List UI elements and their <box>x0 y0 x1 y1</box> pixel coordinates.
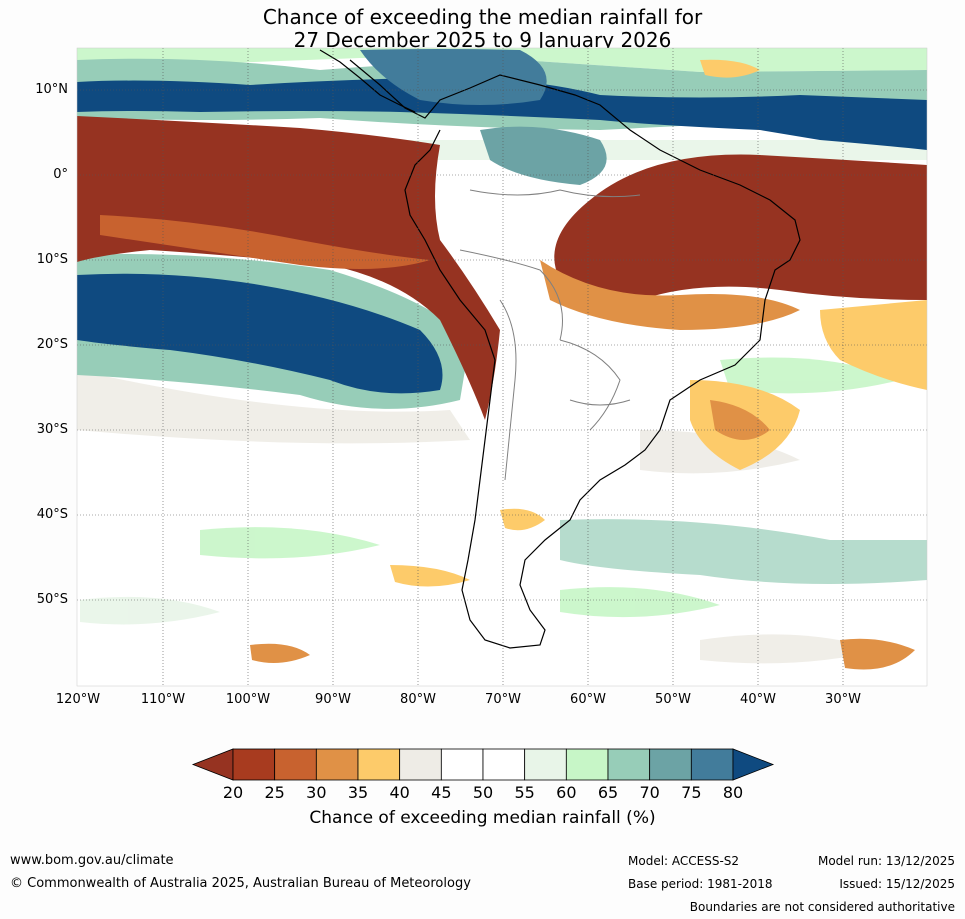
colorbar-cell <box>607 748 651 781</box>
colorbar-cell <box>315 748 359 781</box>
colorbar-tick-label: 20 <box>222 783 244 802</box>
colorbar-tick-label: 35 <box>347 783 369 802</box>
colorbar-tick-label: 50 <box>472 783 494 802</box>
lon-label-70w: 70°W <box>485 692 521 707</box>
orange-south-atlantic <box>840 638 915 670</box>
pale-grey-subtropics <box>77 370 470 444</box>
colorbar-tick-label: 40 <box>389 783 410 802</box>
lat-label-20s: 20°S <box>36 337 68 352</box>
lon-label-110w: 110°W <box>140 692 186 707</box>
map-frame <box>76 47 928 687</box>
lat-label-30s: 30°S <box>36 422 68 437</box>
colorbar-cell <box>440 748 484 781</box>
pale-green-south-3 <box>80 596 220 625</box>
lon-label-120w: 120°W <box>55 692 101 707</box>
blue-south-pacific <box>77 273 443 394</box>
dry-zones <box>77 59 927 670</box>
blue-north-pacific <box>77 77 927 150</box>
yellow-far-north <box>700 59 760 78</box>
lat-label-0: 0° <box>53 167 68 182</box>
pale-grey-south-4 <box>700 634 880 664</box>
orange-pacific-band <box>100 215 430 269</box>
colorbar-tick-label: 65 <box>597 783 619 802</box>
lat-label-50s: 50°S <box>36 592 68 607</box>
lon-label-80w: 80°W <box>400 692 436 707</box>
colorbar-tick-label: 45 <box>431 783 452 802</box>
colorbar-cell <box>524 748 567 781</box>
lon-label-100w: 100°W <box>225 692 271 707</box>
lon-label-60w: 60°W <box>570 692 606 707</box>
colorbar-cell <box>690 748 734 781</box>
colorbar-cells <box>232 748 734 781</box>
colorbar-cell <box>357 748 401 781</box>
colorbar-cell <box>399 748 442 781</box>
colorbar-cell <box>274 748 317 781</box>
orange-brazil-edge <box>540 260 800 330</box>
central-america-coastline <box>319 49 416 113</box>
blue-amazon-north <box>480 126 607 185</box>
teal-south-atlantic <box>560 519 927 584</box>
footer-model: Model: ACCESS-S2 <box>628 854 740 868</box>
colorbar-cell <box>482 748 526 781</box>
colorbar-label: Chance of exceeding median rainfall (%) <box>309 808 656 828</box>
colorbar-tick-label: 55 <box>514 783 535 802</box>
colorbar-cell <box>649 748 692 781</box>
wet-zones <box>77 49 927 394</box>
brown-equatorial-pacific <box>77 116 500 420</box>
south-america-coastline <box>349 59 801 649</box>
colorbar-tick-label: 80 <box>722 783 744 802</box>
blue-caribbean <box>360 49 547 105</box>
colorbar-cell <box>232 748 276 781</box>
lon-label-40w: 40°W <box>740 692 776 707</box>
lat-label-10n: 10°N <box>35 82 68 97</box>
colorbar-under-arrow <box>191 748 234 781</box>
lon-label-30w: 30°W <box>825 692 861 707</box>
orange-south-pacific-2 <box>250 643 310 664</box>
colorbar-tick-label: 60 <box>556 783 577 802</box>
yellow-argentina <box>500 508 545 531</box>
footer-disclaimer: Boundaries are not considered authoritat… <box>689 900 955 914</box>
colorbar <box>191 748 775 781</box>
colorbar-over-arrow <box>732 748 775 781</box>
colorbar-tick-label: 30 <box>306 783 327 802</box>
pale-green-south-1 <box>200 527 380 559</box>
brown-brazil-atlantic <box>554 154 927 303</box>
lon-label-50w: 50°W <box>655 692 691 707</box>
yellow-south-pacific-1 <box>390 565 470 587</box>
footer-issued: Issued: 15/12/2025 <box>839 877 955 891</box>
colorbar-tick-label: 70 <box>639 783 660 802</box>
map-title-line-1: Chance of exceeding the median rainfall … <box>262 5 703 29</box>
lat-label-10s: 10°S <box>36 252 68 267</box>
footer-website: www.bom.gov.au/climate <box>10 853 174 868</box>
graticule <box>77 48 927 686</box>
lat-label-40s: 40°S <box>36 507 68 522</box>
colorbar-cell <box>565 748 609 781</box>
yellow-atlantic-east <box>820 300 927 390</box>
country-boundaries <box>459 189 641 481</box>
footer-copyright: © Commonwealth of Australia 2025, Austra… <box>10 876 471 891</box>
pale-green-south-2 <box>560 587 720 618</box>
footer-base-period: Base period: 1981-2018 <box>628 877 773 891</box>
footer-model-run: Model run: 13/12/2025 <box>817 854 955 868</box>
colorbar-tick-label: 75 <box>681 783 702 802</box>
map-title-line-2: 27 December 2025 to 9 January 2026 <box>293 28 672 52</box>
colorbar-tick-label: 25 <box>264 783 285 802</box>
lon-label-90w: 90°W <box>315 692 351 707</box>
